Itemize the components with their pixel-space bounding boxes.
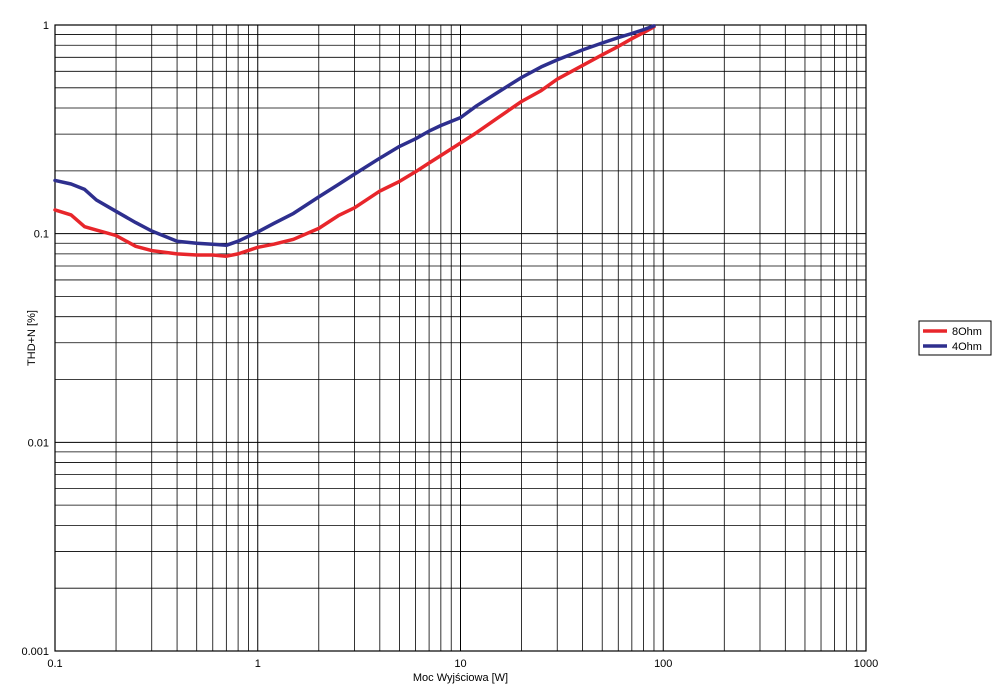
x-tick-label: 1000 — [854, 658, 878, 670]
y-tick-label: 0.001 — [21, 646, 49, 658]
chart-grid — [54, 25, 866, 652]
y-tick-label: 0.01 — [28, 437, 49, 449]
x-tick-label: 100 — [654, 658, 672, 670]
x-axis-title: Moc Wyjściowa [W] — [413, 672, 508, 684]
y-tick-label: 1 — [43, 20, 49, 32]
y-tick-label: 0.1 — [34, 229, 49, 241]
y-axis-title: THD+N [%] — [26, 310, 38, 366]
legend-label: 8Ohm — [952, 326, 982, 338]
legend-box — [918, 320, 992, 356]
x-tick-label: 0.1 — [47, 658, 62, 670]
series-line-8ohm — [53, 25, 656, 258]
series-layer — [53, 24, 656, 258]
x-tick-label: 10 — [454, 658, 466, 670]
x-tick-label: 1 — [255, 658, 261, 670]
legend-label: 4Ohm — [952, 341, 982, 353]
series-line-4ohm — [53, 24, 656, 248]
legend: 8Ohm 4Ohm — [918, 320, 992, 356]
tick-labels: 0.1 1 10 100 1000 0.001 0.01 0.1 1 — [21, 20, 878, 670]
plot-frame — [54, 24, 867, 652]
